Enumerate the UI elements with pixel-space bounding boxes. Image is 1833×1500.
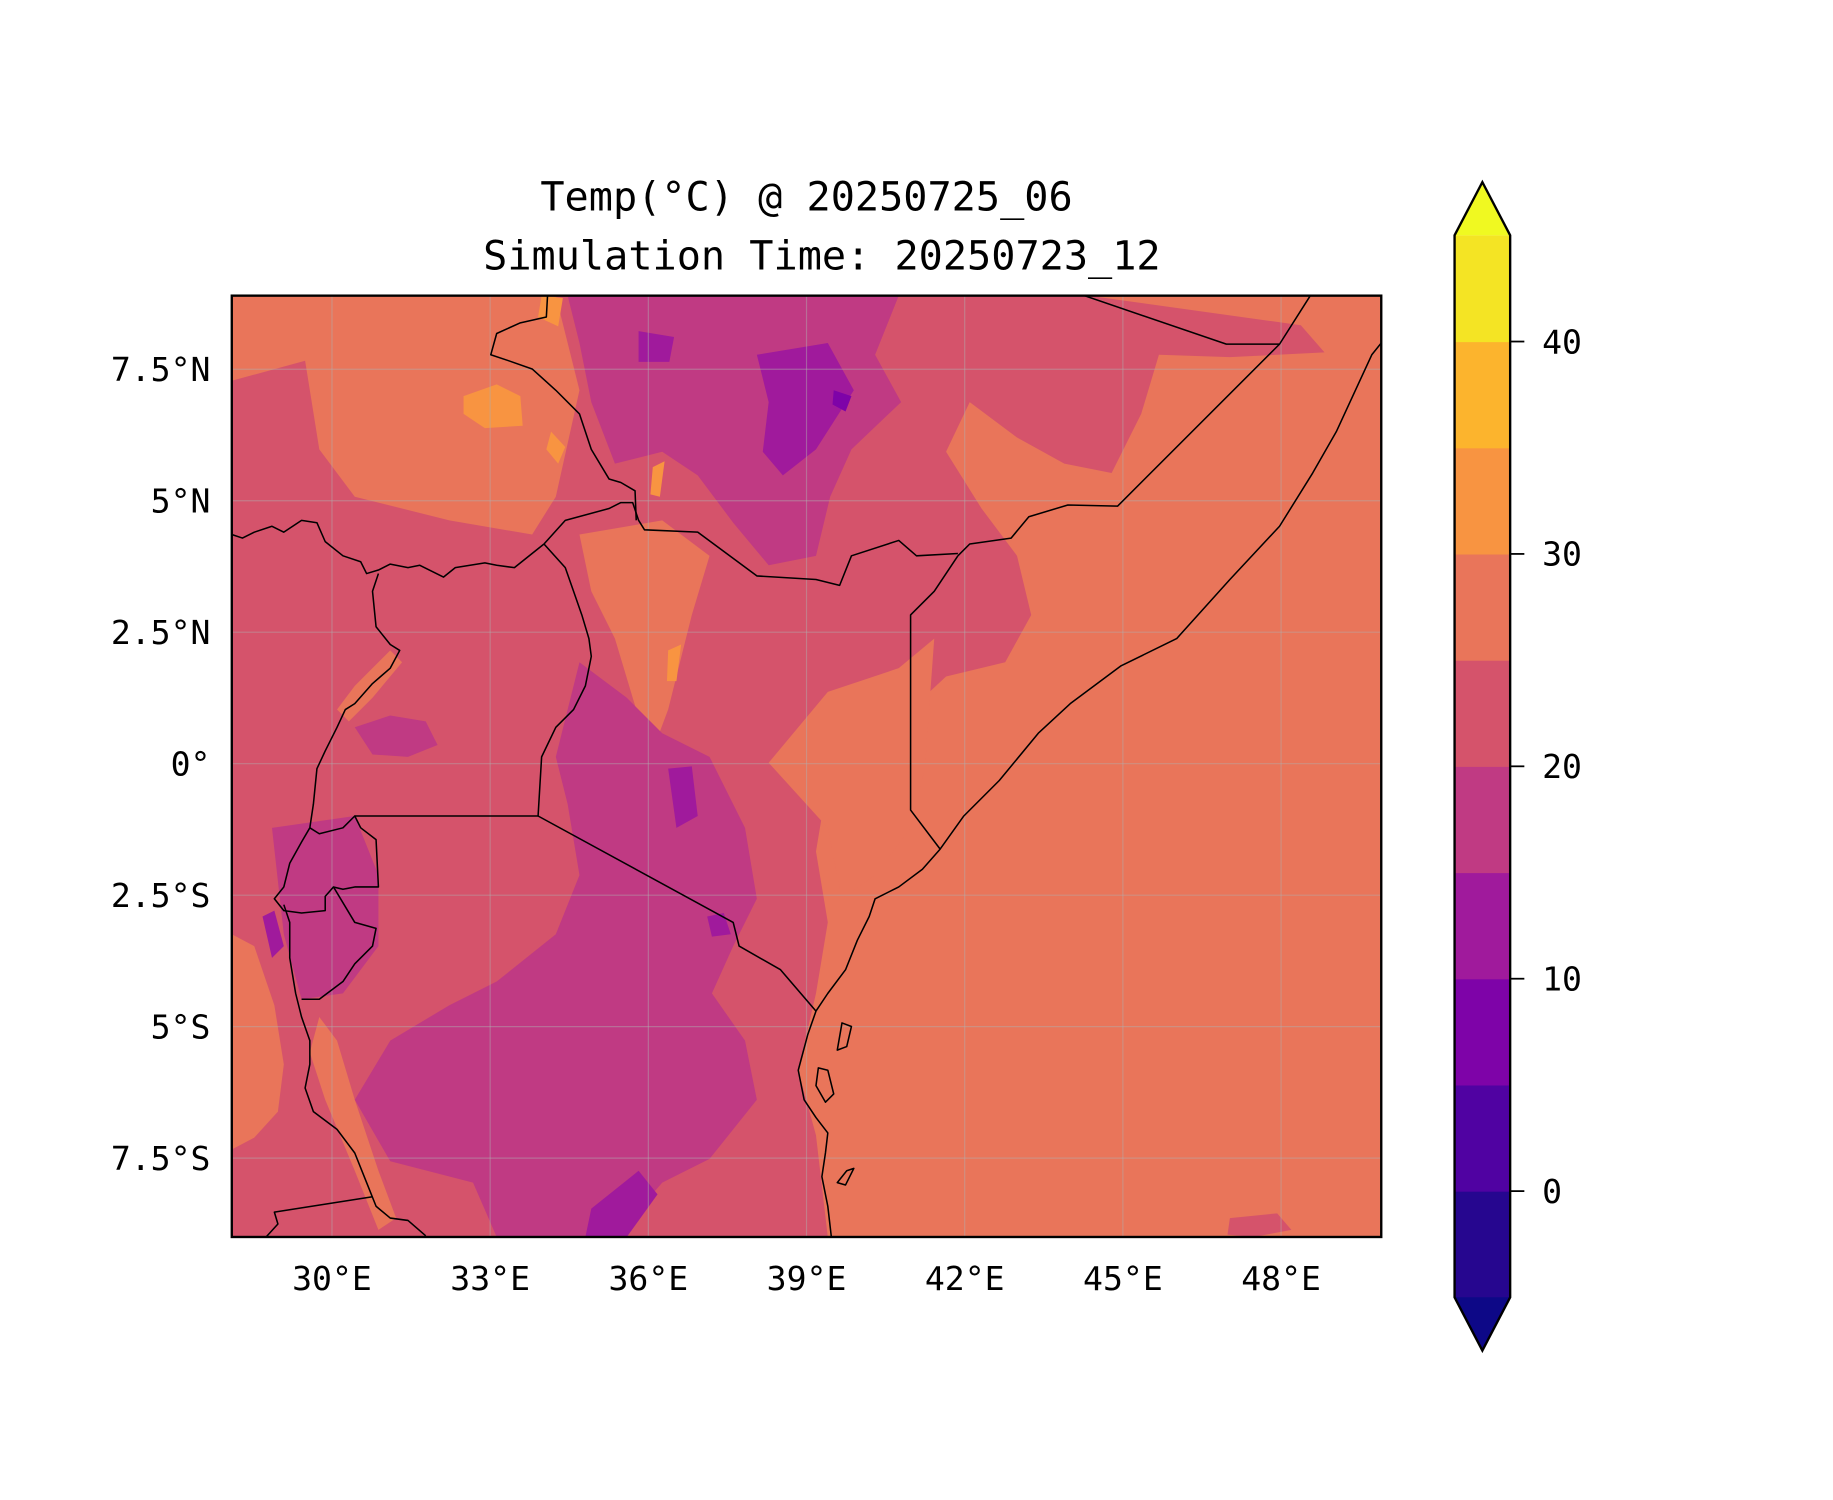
lat-tick-label: 5°S [151, 1007, 211, 1046]
lat-tick-label: 0° [171, 745, 211, 784]
field-10-15 [707, 912, 731, 937]
lon-tick-label: 45°E [1083, 1259, 1163, 1298]
gridlines [231, 295, 1382, 1237]
field-10-15 [756, 342, 854, 476]
lat-tick-label: 7.5°S [111, 1139, 211, 1178]
map-frame [230, 294, 1383, 1239]
border-uganda-drc [309, 573, 401, 828]
field-5-10 [832, 390, 852, 412]
border-somalia-ethiopia [957, 343, 1281, 557]
colorbar-band [1454, 1191, 1511, 1298]
border-kenya-somalia [909, 555, 959, 850]
lat-tick-label: 2.5°S [111, 876, 211, 915]
map-axes [231, 295, 1382, 1237]
lon-tick-label: 42°E [925, 1259, 1005, 1298]
colorbar-band [1454, 660, 1511, 767]
lat-tick-label: 5°N [151, 482, 211, 521]
lat-tick-label: 2.5°N [111, 613, 211, 652]
colorbar-tick-label: 20 [1542, 747, 1582, 786]
field-15-20 [354, 715, 438, 757]
title-line-1: Temp(°C) @ 20250725_06 [540, 175, 1072, 221]
colorbar-outline [1453, 179, 1512, 1354]
colorbar-band [1454, 235, 1511, 343]
island-zanzibar [815, 1067, 835, 1103]
colorbar-band [1454, 872, 1511, 980]
colorbar: 0 10 20 30 40 [1453, 179, 1582, 1354]
colorbar-under-arrow [1454, 1297, 1511, 1351]
field-25-30 [309, 1017, 397, 1230]
colorbar-band [1454, 766, 1511, 874]
border-tanzania-west [283, 904, 427, 1237]
island-mafia [836, 1167, 855, 1186]
border-burundi [301, 886, 377, 1001]
field-10-15 [668, 766, 698, 828]
title-line-2: Simulation Time: 20250723_12 [483, 234, 1160, 280]
colorbar-over-arrow [1454, 182, 1511, 236]
field-10-15 [585, 1170, 658, 1237]
lon-tick-label: 36°E [608, 1259, 688, 1298]
field-15-20 [354, 662, 757, 1237]
colorbar-band [1454, 447, 1511, 555]
lon-tick-labels: 30°E 33°E 36°E 39°E 42°E 45°E 48°E [292, 1259, 1321, 1298]
border-kenya-tanzania [537, 815, 817, 1012]
lat-tick-labels: 7.5°N 5°N 2.5°N 0° 2.5°S 5°S 7.5°S [111, 350, 211, 1178]
border-ethiopia-somalia [1084, 295, 1311, 345]
lat-tick-label: 7.5°N [111, 350, 211, 389]
colorbar-band [1454, 553, 1511, 661]
colorbar-tick-label: 30 [1542, 535, 1582, 574]
colorbar-band [1454, 978, 1511, 1086]
colorbar-tick-label: 40 [1542, 322, 1582, 361]
field-25-30 [768, 638, 935, 899]
field-30-35 [538, 295, 563, 327]
border-zambia [265, 1196, 373, 1237]
lon-tick-label: 30°E [292, 1259, 372, 1298]
field-10-15 [262, 910, 284, 958]
field-20-25 [1227, 1213, 1292, 1237]
field-25-30 [231, 934, 284, 1150]
border-south-sudan-south [231, 519, 545, 578]
colorbar-band [1454, 1084, 1511, 1192]
border-uganda-kenya [537, 543, 593, 817]
field-30-35 [666, 644, 682, 682]
colorbar-tick-label: 10 [1542, 960, 1582, 999]
border-kenya-ethiopia [543, 501, 958, 587]
lon-tick-label: 39°E [767, 1259, 847, 1298]
lon-tick-label: 48°E [1241, 1259, 1321, 1298]
field-30-35 [546, 431, 566, 464]
border-ethiopia-south-sudan [490, 295, 637, 521]
colorbar-band [1454, 341, 1511, 449]
field-10-15 [638, 331, 675, 362]
lon-tick-label: 33°E [450, 1259, 530, 1298]
island-pemba [836, 1022, 853, 1051]
coastline [797, 342, 1382, 1237]
colorbar-tick-label: 0 [1542, 1172, 1562, 1211]
field-30-35 [463, 384, 523, 429]
field-25-30 [579, 520, 710, 757]
